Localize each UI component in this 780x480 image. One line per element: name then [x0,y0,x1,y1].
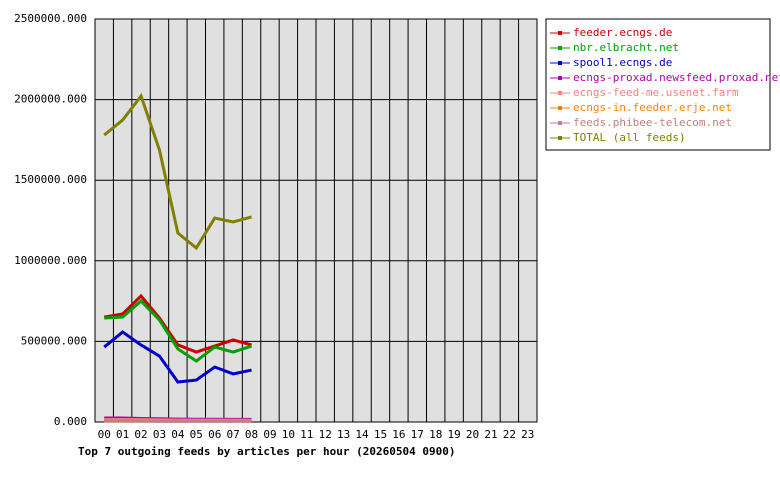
x-tick-label: 20 [466,428,479,441]
x-tick-label: 00 [98,428,111,441]
series-line [103,330,252,384]
x-tick-label: 06 [208,428,221,441]
legend-label: ecngs-in.feeder.erje.net [573,101,732,114]
series-line [104,298,253,363]
x-tick-label: 01 [116,428,129,441]
x-tick-label: 04 [171,428,185,441]
legend-marker [558,136,562,140]
x-tick-label: 13 [337,428,350,441]
legend-marker [558,121,562,125]
x-tick-label: 17 [411,428,424,441]
legend-label: feeder.ecngs.de [573,26,672,39]
x-tick-label: 02 [134,428,147,441]
x-tick-label: 09 [263,428,276,441]
legend-marker [558,106,562,110]
legend-label: nbr.elbracht.net [573,41,679,54]
x-tick-label: 07 [227,428,240,441]
chart-title: Top 7 outgoing feeds by articles per hou… [78,445,456,458]
legend-marker [558,91,562,95]
legend-label: ecngs-feed-me.usenet.farm [573,86,739,99]
x-tick-label: 08 [245,428,258,441]
x-tick-label: 19 [448,428,461,441]
legend-label: spool1.ecngs.de [573,56,672,69]
y-tick-label: 500000.000 [21,334,87,347]
x-tick-label: 21 [484,428,497,441]
x-tick-label: 16 [392,428,405,441]
x-tick-label: 12 [319,428,332,441]
x-tick-label: 10 [282,428,295,441]
plot-border [94,18,538,423]
legend-marker [558,46,562,50]
x-tick-label: 05 [190,428,203,441]
legend-marker [558,76,562,80]
legend-label: feeds.phibee-telecom.net [573,116,732,129]
series-line [103,92,252,251]
x-tick-label: 22 [503,428,516,441]
x-tick-label: 15 [374,428,387,441]
x-tick-label: 14 [355,428,369,441]
y-tick-label: 2500000.000 [14,12,87,25]
x-tick-label: 18 [429,428,442,441]
y-tick-label: 1000000.000 [14,254,87,267]
legend-label: TOTAL (all feeds) [573,131,686,144]
legend-box [545,18,771,151]
x-tick-label: 03 [153,428,166,441]
legend-marker [558,31,562,35]
y-tick-label: 0.000 [54,415,87,428]
legend-label: ecngs-proxad.newsfeed.proxad.net [573,71,780,84]
legend-marker [558,61,562,65]
y-tick-label: 2000000.000 [14,93,87,106]
x-tick-label: 11 [300,428,313,441]
x-tick-label: 23 [521,428,534,441]
series-line [103,293,252,354]
y-tick-label: 1500000.000 [14,173,87,186]
